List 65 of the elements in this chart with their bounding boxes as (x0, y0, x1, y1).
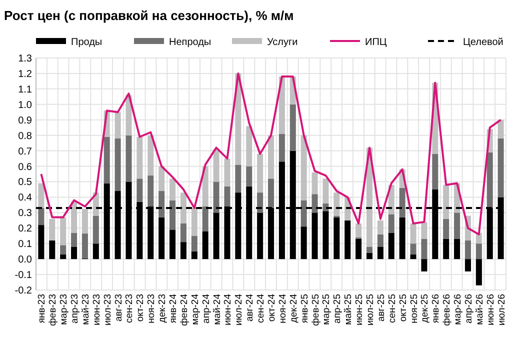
x-tick-label: мар-25 (321, 294, 332, 325)
legend-label: Целевой (463, 37, 504, 48)
x-tick-label: авг-25 (376, 294, 387, 322)
x-tick-label: мар-23 (58, 294, 70, 325)
x-tick-label: ноя-24 (277, 294, 288, 324)
x-tick-label: сен-23 (124, 294, 136, 324)
x-tick-label: апр-26 (463, 294, 474, 324)
x-tick-label: июн-25 (354, 294, 366, 326)
legend-label: Услуги (267, 37, 298, 48)
x-tick-label: май-23 (80, 294, 92, 325)
y-tick-label: 0.9 (18, 115, 32, 126)
y-tick-label: 0.6 (18, 162, 32, 173)
x-tick-label: сен-24 (256, 294, 267, 324)
x-tick-label: ноя-23 (146, 294, 158, 324)
x-tick-label: дек-25 (420, 294, 431, 323)
y-tick-label: 1.3 (18, 54, 32, 64)
legend-label: ИПЦ (365, 37, 388, 48)
x-tick-label: авг-23 (113, 294, 124, 322)
x-tick-label: мар-24 (190, 294, 201, 325)
y-tick-label: 0.3 (18, 208, 32, 220)
x-tick-label: фев-26 (442, 294, 453, 326)
y-tick-label: 1.0 (18, 100, 32, 111)
x-tick-label: янв-26 (430, 294, 442, 324)
x-tick-label: апр-25 (332, 294, 344, 324)
y-tick-label: 1.1 (18, 84, 32, 96)
y-tick-label: 0.2 (18, 224, 32, 235)
legend-label: Проды (71, 37, 102, 48)
x-tick-label: апр-24 (200, 294, 212, 324)
y-tick-label: -0.1 (14, 270, 32, 282)
x-tick-label: май-25 (343, 294, 354, 325)
y-tick-label: 0.8 (18, 130, 32, 142)
chart-title: Рост цен (с поправкой на сезонность), % м/м (4, 8, 294, 23)
x-tick-label: дек-23 (157, 294, 168, 323)
y-tick-label: 0.0 (18, 254, 32, 266)
x-tick-label: апр-23 (70, 294, 81, 324)
x-tick-label: июл-23 (102, 294, 114, 326)
x-tick-label: янв-25 (299, 294, 310, 324)
y-tick-label: 1.2 (18, 68, 32, 80)
x-tick-label: июн-24 (222, 294, 234, 326)
x-tick-label: июн-26 (485, 294, 496, 326)
x-tick-label: окт-24 (266, 294, 278, 322)
legend-label: Непроды (169, 37, 212, 48)
y-tick-label: 0.4 (18, 192, 32, 204)
x-tick-label: фев-23 (48, 294, 59, 326)
y-tick-label: 0.5 (18, 177, 32, 188)
x-tick-label: янв-23 (36, 294, 48, 324)
y-tick-label: -0.2 (14, 286, 32, 296)
x-tick-label: май-24 (212, 294, 223, 325)
x-tick-label: июл-24 (234, 294, 245, 326)
x-tick-label: сен-25 (386, 294, 398, 324)
x-tick-label: янв-24 (168, 294, 180, 324)
x-tick-label: июл-26 (496, 294, 508, 326)
x-tick-label: фев-25 (310, 294, 322, 326)
x-tick-label: авг-24 (244, 294, 256, 322)
x-tick-label: окт-25 (398, 294, 409, 322)
x-tick-label: июл-25 (364, 294, 376, 326)
y-tick-label: 0.1 (18, 239, 32, 250)
x-tick-label: дек-24 (288, 294, 300, 323)
x-tick-label: фев-24 (178, 294, 190, 326)
x-tick-label: ноя-25 (408, 294, 420, 324)
y-tick-label: 0.7 (18, 146, 32, 158)
x-tick-label: мар-26 (452, 294, 464, 325)
x-tick-label: окт-23 (135, 294, 146, 322)
x-tick-label: май-26 (474, 294, 486, 325)
x-tick-label: июн-23 (91, 294, 102, 326)
